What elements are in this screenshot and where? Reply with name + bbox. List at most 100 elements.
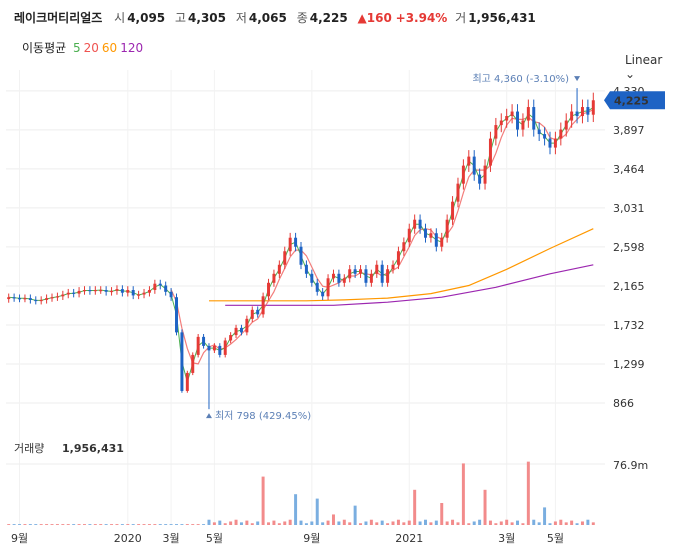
chevron-down-icon: ⌄ — [625, 67, 636, 81]
time-tick-label: 9월 — [303, 532, 320, 545]
candle-body — [451, 201, 455, 220]
candle-body — [77, 290, 81, 294]
low-label: 저 — [235, 11, 247, 25]
candle-body — [88, 290, 92, 292]
ma-120[interactable]: 120 — [120, 41, 144, 55]
volume-bar — [488, 520, 492, 525]
volume-bar — [239, 522, 243, 525]
volume-bar — [537, 522, 541, 525]
candle-body — [196, 336, 200, 355]
volume-bar — [277, 523, 281, 525]
volume-bar — [575, 523, 579, 525]
volume-bar — [110, 524, 114, 525]
scale-toggle-button[interactable]: Linear ⌄ — [625, 53, 675, 81]
volume-bar — [212, 522, 216, 525]
candle-body — [223, 340, 227, 355]
candle-body — [45, 298, 49, 300]
volume-bar — [310, 521, 314, 525]
ma60-line — [209, 228, 594, 302]
candle-body — [413, 219, 417, 229]
volume-bar — [586, 519, 590, 525]
volume-bar — [532, 519, 536, 525]
ma-legend-label: 이동평균 — [22, 41, 67, 55]
candle-body — [445, 219, 449, 238]
price-tick-label: 2,165 — [613, 280, 645, 293]
high-value: 4,305 — [188, 11, 227, 25]
volume-bar — [218, 520, 222, 525]
time-tick-label: 5월 — [547, 532, 564, 545]
open-label: 시 — [114, 11, 126, 25]
volume-bar — [386, 523, 390, 525]
candle-body — [467, 156, 471, 166]
candle-body — [348, 269, 352, 279]
time-tick-label: 5월 — [206, 532, 223, 545]
low-marker-icon — [205, 413, 212, 419]
candle-body — [521, 120, 525, 130]
candle-body — [488, 138, 492, 166]
ma-60[interactable]: 60 — [101, 41, 118, 55]
volume-bar — [93, 524, 97, 525]
candle-body — [310, 273, 314, 283]
volume-bar — [364, 521, 368, 525]
candle-body — [321, 291, 325, 297]
volume-bar — [256, 521, 260, 525]
volume-bar — [526, 461, 530, 525]
volume-bar — [348, 522, 352, 525]
volume-bar — [23, 524, 27, 525]
candle-body — [288, 237, 292, 252]
candle-body — [537, 129, 541, 135]
price-axis: 4,3303,8973,4643,0312,5982,1651,7321,299… — [613, 85, 645, 410]
volume-bar — [131, 524, 135, 525]
volume-bar — [104, 524, 108, 525]
candle-body — [245, 318, 249, 333]
volume-bar — [250, 523, 254, 525]
ma-5[interactable]: 5 — [73, 41, 81, 55]
current-price-tag — [604, 91, 665, 110]
candle-body — [191, 354, 195, 373]
candle-body — [229, 335, 233, 341]
volume-bar — [61, 524, 65, 525]
candle-body — [299, 246, 303, 265]
volume-bar — [229, 521, 233, 525]
volume-bar — [505, 519, 509, 525]
volume-bar — [304, 523, 308, 525]
volume-bar — [207, 519, 211, 525]
candle-body — [120, 289, 124, 293]
candle-body — [570, 111, 574, 121]
candle-body — [510, 111, 514, 117]
candle-body — [142, 292, 146, 295]
volume-bar — [39, 524, 43, 525]
candle-body — [494, 125, 498, 139]
volume-bar — [461, 463, 465, 525]
time-tick-label: 9월 — [11, 532, 28, 545]
candle-body — [277, 264, 281, 274]
candle-body — [153, 283, 157, 291]
candle-body — [564, 120, 568, 130]
candle-body — [548, 138, 552, 148]
volume-bar — [126, 524, 130, 525]
volume-bar — [45, 524, 49, 525]
time-tick-label: 2021 — [395, 532, 423, 545]
candle-body — [99, 290, 103, 292]
candle-body — [359, 269, 363, 274]
volume-bar — [321, 522, 325, 525]
volume-bar — [467, 523, 471, 525]
price-gridlines — [6, 70, 605, 525]
volume-bar — [164, 524, 168, 525]
volume-bar — [223, 523, 227, 525]
candle-body — [472, 156, 476, 175]
volume-bar — [553, 521, 557, 525]
candle-body — [175, 297, 178, 333]
volume-bar — [88, 524, 92, 525]
candle-body — [342, 278, 346, 283]
time-tick-label: 2020 — [114, 532, 142, 545]
candle-body — [580, 107, 584, 117]
volume-bars — [7, 461, 595, 525]
ma-20[interactable]: 20 — [83, 41, 99, 55]
candle-body — [185, 372, 189, 391]
low-value: 4,065 — [248, 11, 287, 25]
volume-bar — [234, 519, 238, 525]
candle-body — [212, 345, 216, 351]
candle-body — [28, 298, 32, 300]
